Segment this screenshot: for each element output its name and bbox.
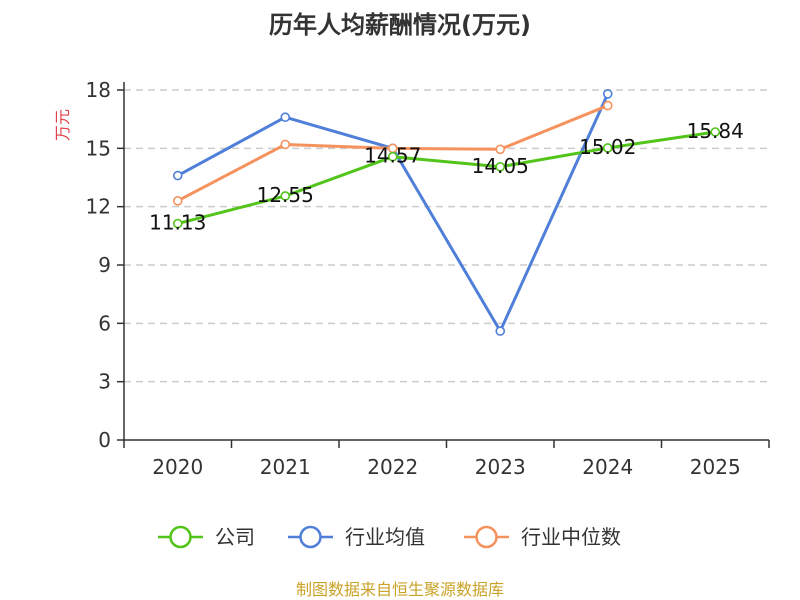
source-note: 制图数据来自恒生聚源数据库 (296, 580, 504, 599)
data-label: 11.13 (149, 211, 206, 235)
x-tick-label: 2023 (475, 455, 526, 479)
x-tick-label: 2025 (690, 455, 741, 479)
data-point (172, 218, 183, 229)
legend-label: 行业中位数 (521, 525, 621, 549)
y-tick-label: 3 (98, 370, 111, 394)
data-labels: 11.13 12.55 14.57 14.05 15.02 15.84 (149, 119, 744, 235)
legend: 公司 行业均值 行业中位数 (158, 525, 621, 549)
y-axis-label: 万元 (53, 109, 72, 141)
data-point (172, 196, 183, 206)
data-point (495, 144, 506, 155)
x-tick-label: 2021 (260, 455, 311, 479)
data-point (280, 191, 291, 201)
legend-label: 公司 (215, 525, 255, 549)
data-point (710, 127, 721, 137)
data-point (387, 151, 398, 162)
x-tick-label: 2020 (152, 455, 203, 479)
data-point (172, 170, 183, 181)
y-tick-label: 9 (98, 253, 111, 277)
legend-marker (299, 525, 322, 549)
legend-label: 行业均值 (345, 525, 425, 549)
data-label: 14.57 (364, 144, 421, 168)
y-tick-label: 18 (86, 78, 111, 102)
y-tick-label: 6 (98, 311, 111, 335)
data-point (280, 112, 291, 123)
y-tick-label: 0 (98, 428, 111, 452)
series-line-1 (177, 93, 610, 333)
data-label: 14.05 (472, 154, 529, 178)
data-point (495, 326, 506, 336)
chart-title: 历年人均薪酬情况(万元) (269, 11, 531, 39)
legend-item-0[interactable]: 公司 (158, 525, 255, 549)
legend-marker (169, 525, 192, 549)
data-label: 15.84 (687, 119, 744, 143)
x-tick-label: 2024 (582, 455, 633, 479)
axes: 0 3 6 9 12 15 18 2020 2021 2022 2023 2024 2025 (86, 78, 770, 479)
y-tick-label: 15 (86, 136, 111, 160)
data-point (602, 100, 613, 111)
data-point (602, 143, 613, 153)
data-point (495, 162, 506, 172)
data-point (602, 89, 613, 99)
data-label: 15.02 (579, 135, 636, 159)
legend-item-2[interactable]: 行业中位数 (464, 525, 621, 549)
x-tick-label: 2022 (367, 455, 418, 479)
grid-lines (124, 89, 769, 383)
data-label: 12.55 (257, 183, 314, 207)
legend-marker (475, 525, 498, 549)
series-lines (172, 89, 721, 336)
y-tick-label: 12 (86, 195, 111, 219)
legend-item-1[interactable]: 行业均值 (288, 525, 425, 549)
series-line-0 (177, 130, 716, 226)
data-point (280, 139, 291, 150)
